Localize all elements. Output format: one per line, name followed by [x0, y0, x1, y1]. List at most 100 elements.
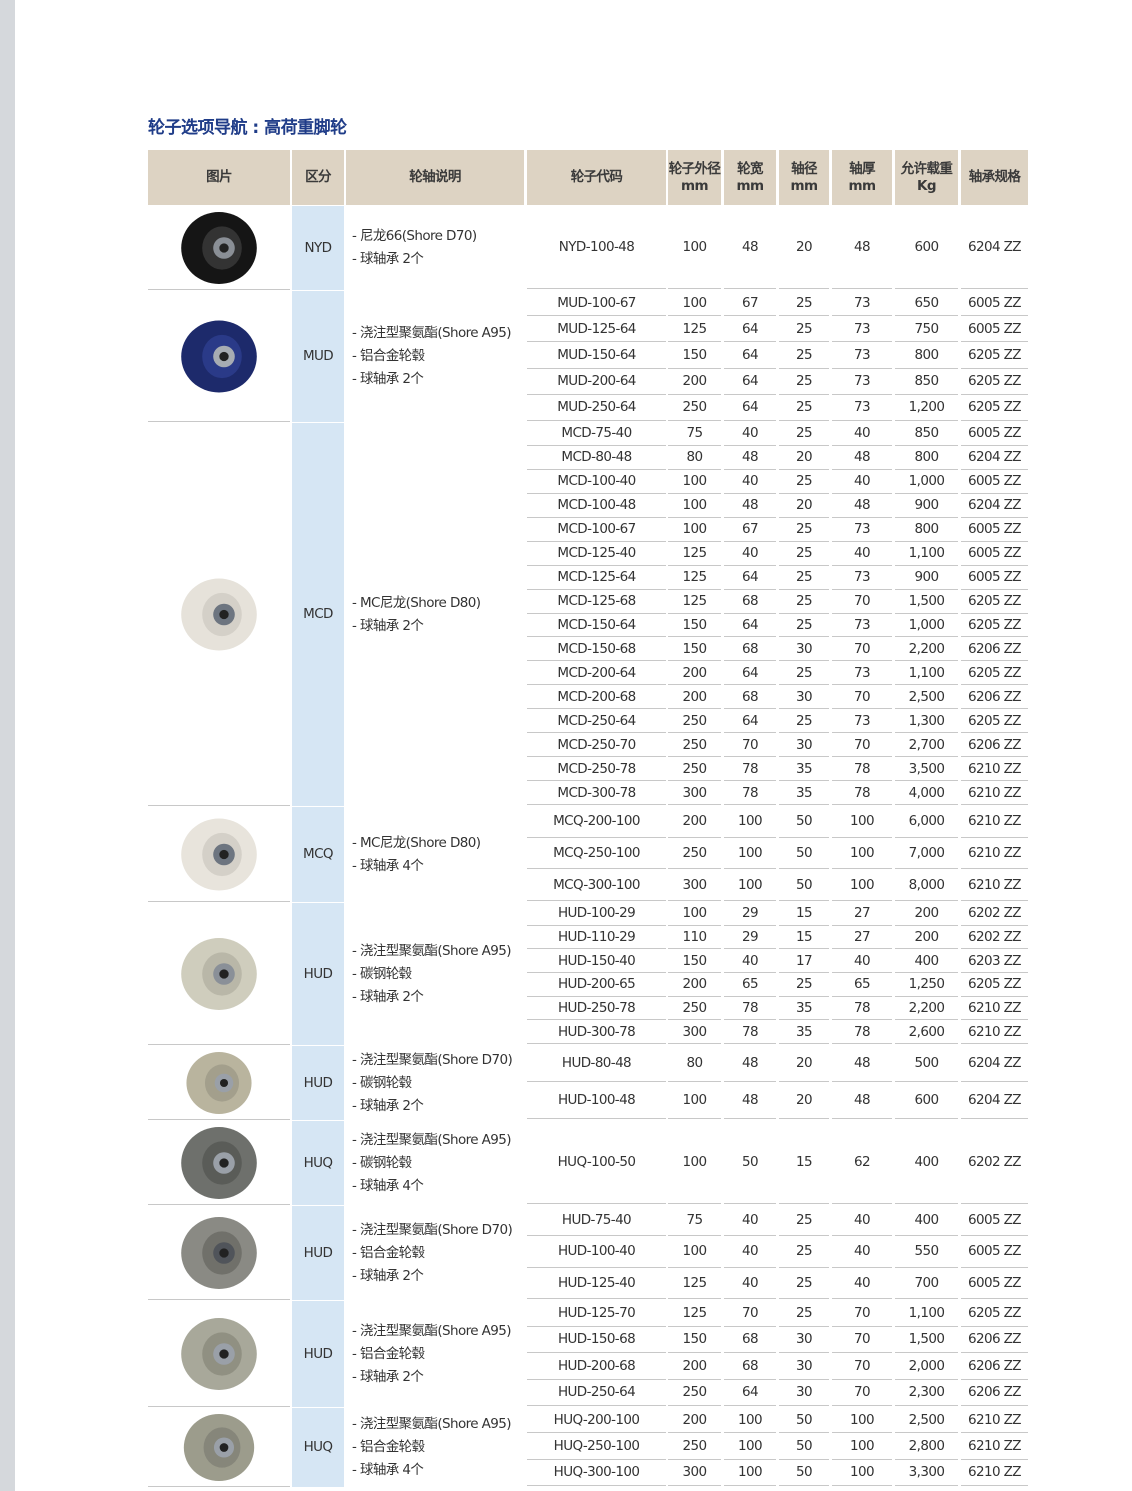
spec-value: 68: [724, 1354, 776, 1380]
cell-text: 30: [796, 1357, 813, 1374]
spec-value: 250: [668, 758, 721, 782]
cell-text: 64: [742, 320, 759, 337]
spec-value: 500: [895, 1046, 958, 1082]
spec-value: 250: [668, 1380, 721, 1406]
spec-value: 73: [832, 369, 892, 395]
cell-text: MCD-125-68: [557, 593, 636, 610]
cell-text: 75: [686, 1212, 704, 1229]
spec-value: 900: [895, 566, 958, 590]
cell-text: 700: [914, 1274, 940, 1291]
cell-text: 400: [914, 1212, 940, 1229]
wheel-code: HUD-200-65: [527, 974, 666, 997]
cell-text: HUD-300-78: [557, 1023, 636, 1040]
spec-value: 250: [668, 395, 721, 421]
spec-value: 6210 ZZ: [961, 870, 1028, 901]
spec-value: 6205 ZZ: [961, 395, 1028, 421]
cell-text: 20: [796, 1092, 813, 1108]
wheel-kind: MCD: [292, 423, 344, 806]
wheel-icon: [181, 320, 257, 393]
spec-value: 200: [668, 686, 721, 710]
spec-value: 6005 ZZ: [961, 1237, 1028, 1268]
description-line: - 碳钢轮毂: [352, 965, 412, 982]
wheel-icon: [186, 1052, 252, 1114]
spec-value: 25: [779, 343, 829, 369]
cell-text: 250: [682, 844, 708, 861]
cell-text: 6210 ZZ: [968, 844, 1022, 861]
cell-text: 6202 ZZ: [968, 1153, 1022, 1170]
cell-text: 68: [742, 593, 759, 610]
spec-value: 250: [668, 1434, 721, 1460]
description-line: - 球轴承 4个: [352, 857, 424, 874]
spec-value: 30: [779, 638, 829, 662]
spec-value: 64: [724, 317, 776, 343]
cell-text: 6205 ZZ: [968, 712, 1022, 729]
cell-text: 6204 ZZ: [968, 497, 1022, 514]
cell-text: 6005 ZZ: [968, 1212, 1022, 1229]
spec-value: 6210 ZZ: [961, 1434, 1028, 1460]
description-line: - 球轴承 2个: [352, 1368, 424, 1385]
wheel-code: MCD-125-64: [527, 566, 666, 590]
cell-text: 6005 ZZ: [968, 1274, 1022, 1291]
cell-text: 1,500: [908, 1331, 945, 1348]
wheel-code: HUD-125-70: [527, 1301, 666, 1327]
cell-text: HUD-250-78: [557, 999, 636, 1016]
cell-text: 1,250: [908, 976, 945, 993]
cell-text: 48: [854, 1055, 871, 1071]
cell-text: 25: [796, 373, 813, 390]
cell-text: 250: [682, 999, 708, 1016]
header-text: mm: [790, 177, 819, 194]
cell-text: MCD-80-48: [561, 449, 632, 466]
description-line: - 浇注型聚氨酯(Shore D70): [352, 1051, 513, 1068]
cell-text: 6204 ZZ: [968, 1055, 1022, 1071]
spec-value: 100: [832, 1408, 892, 1434]
cell-text: MCD-250-78: [557, 760, 636, 777]
cell-text: 125: [682, 1274, 708, 1291]
spec-value: 6210 ZZ: [961, 1021, 1028, 1044]
spec-value: 200: [668, 1354, 721, 1380]
cell-text: 30: [796, 640, 813, 657]
spec-value: 1,500: [895, 1327, 958, 1353]
cell-text: 6205 ZZ: [968, 976, 1022, 993]
spec-value: 200: [895, 903, 958, 926]
cell-text: 1,000: [908, 473, 945, 490]
spec-value: 125: [668, 1268, 721, 1299]
cell-text: HUD-100-29: [557, 905, 636, 922]
kind-text: MUD: [302, 348, 334, 364]
cell-text: 30: [796, 1331, 813, 1348]
spec-value: 1,250: [895, 974, 958, 997]
cell-text: 64: [742, 399, 759, 416]
cell-text: 78: [854, 760, 871, 777]
cell-text: 125: [682, 593, 708, 610]
spec-value: 150: [668, 343, 721, 369]
cell-text: 150: [682, 1331, 708, 1348]
spec-value: 850: [895, 369, 958, 395]
spec-value: 78: [724, 782, 776, 805]
cell-text: 6205 ZZ: [968, 1304, 1022, 1321]
cell-text: 6005 ZZ: [968, 521, 1022, 538]
wheel-code: HUD-110-29: [527, 926, 666, 950]
header-text: mm: [848, 177, 877, 194]
cell-text: 25: [796, 473, 813, 490]
spec-value: 100: [832, 870, 892, 901]
spec-value: 125: [668, 590, 721, 614]
spec-value: 68: [724, 1327, 776, 1353]
wheel-code: HUQ-250-100: [527, 1434, 666, 1460]
spec-value: 600: [895, 1083, 958, 1119]
spec-value: 20: [779, 1083, 829, 1119]
cell-text: 25: [796, 545, 813, 562]
cell-text: 6005 ZZ: [968, 569, 1022, 586]
spec-value: 1,000: [895, 470, 958, 494]
column-header: 轴径 mm: [779, 150, 829, 205]
cell-text: NYD-100-48: [558, 238, 635, 255]
spec-value: 110: [668, 926, 721, 950]
wheel-code: HUD-100-48: [527, 1083, 666, 1119]
description-line: - 碳钢轮毂: [352, 1154, 412, 1171]
cell-text: 300: [682, 876, 708, 893]
cell-text: 35: [796, 784, 813, 801]
cell-text: 100: [850, 844, 875, 861]
spec-value: 6210 ZZ: [961, 997, 1028, 1021]
header-text: 轮子代码: [570, 169, 623, 185]
cell-text: HUD-250-64: [557, 1384, 636, 1401]
spec-value: 50: [779, 838, 829, 870]
kind-text: MCQ: [303, 846, 334, 862]
